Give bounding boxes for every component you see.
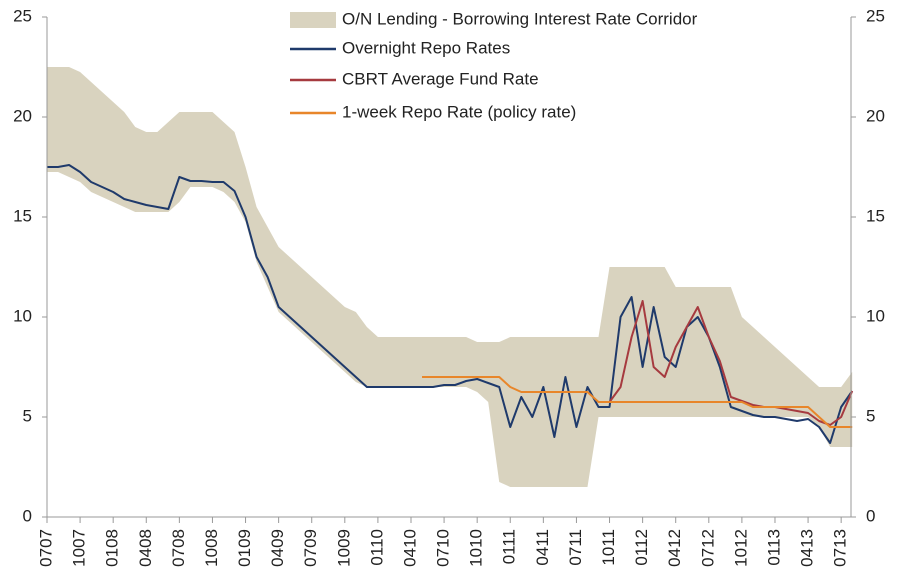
corridor-band xyxy=(47,67,853,487)
x-tick-label: 0408 xyxy=(136,529,155,567)
series-line xyxy=(422,376,853,428)
x-tick-label: 0708 xyxy=(169,529,188,567)
y2-tick-label: 5 xyxy=(866,406,875,425)
x-tick-label: 1012 xyxy=(731,529,750,567)
series-line xyxy=(47,164,854,444)
x-tick-label: 0109 xyxy=(235,529,254,567)
y2-tick-label: 25 xyxy=(866,6,885,25)
x-tick-label: 0409 xyxy=(268,529,287,567)
x-tick-label: 0712 xyxy=(698,529,717,567)
x-tick-label: 1010 xyxy=(467,529,486,567)
x-tick-label: 1009 xyxy=(334,529,353,567)
y2-tick-label: 10 xyxy=(866,306,885,325)
y-tick-label: 5 xyxy=(23,406,32,425)
y-tick-label: 25 xyxy=(13,6,32,25)
y-tick-label: 10 xyxy=(13,306,32,325)
x-tick-label: 0413 xyxy=(798,529,817,567)
x-tick-label: 0412 xyxy=(665,529,684,567)
y2-tick-label: 0 xyxy=(866,506,875,525)
legend-label: O/N Lending - Borrowing Interest Rate Co… xyxy=(342,9,698,28)
x-tick-label: 0707 xyxy=(36,529,55,567)
y-tick-label: 20 xyxy=(13,106,32,125)
x-tick-label: 0112 xyxy=(632,529,651,566)
x-tick-label: 1011 xyxy=(599,529,618,566)
x-tick-label: 0710 xyxy=(434,529,453,567)
x-tick-label: 0110 xyxy=(367,529,386,566)
y-tick-label: 0 xyxy=(23,506,32,525)
x-tick-label: 0111 xyxy=(500,529,519,564)
x-tick-label: 0411 xyxy=(533,529,552,566)
legend-label: 1-week Repo Rate (policy rate) xyxy=(342,102,576,121)
legend-swatch xyxy=(290,12,336,28)
y-tick-label: 15 xyxy=(13,206,32,225)
x-tick-label: 0709 xyxy=(301,529,320,567)
series-line xyxy=(608,300,854,426)
x-tick-label: 0713 xyxy=(831,529,850,567)
x-tick-label: 0113 xyxy=(764,529,783,566)
x-tick-label: 0711 xyxy=(566,529,585,566)
legend-label: Overnight Repo Rates xyxy=(342,38,510,57)
x-tick-label: 1008 xyxy=(202,529,221,567)
legend-label: CBRT Average Fund Rate xyxy=(342,69,539,88)
x-tick-label: 0410 xyxy=(400,529,419,567)
y2-tick-label: 15 xyxy=(866,206,885,225)
x-tick-label: 1007 xyxy=(70,529,89,567)
x-tick-label: 0108 xyxy=(103,529,122,567)
y2-tick-label: 20 xyxy=(866,106,885,125)
